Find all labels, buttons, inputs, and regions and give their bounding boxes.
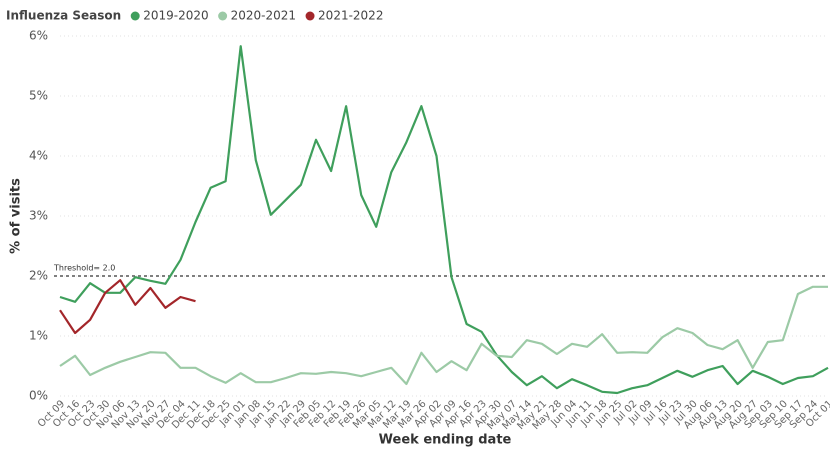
x-axis-title: Week ending date <box>379 433 512 448</box>
y-tick-label: 4% <box>29 149 48 163</box>
legend-marker <box>305 11 315 21</box>
series-line <box>59 279 196 335</box>
y-tick-label: 6% <box>29 29 48 43</box>
legend-title: Influenza Season <box>6 9 121 23</box>
legend-label: 2020-2021 <box>231 9 296 23</box>
y-tick-label: 1% <box>29 329 48 343</box>
y-axis-title: % of visits <box>9 178 24 254</box>
y-tick-label: 0% <box>29 389 48 403</box>
threshold-label: Threshold= 2.0 <box>53 264 115 273</box>
y-tick-label: 3% <box>29 209 48 223</box>
y-tick-label: 5% <box>29 89 48 103</box>
legend-marker <box>130 11 140 21</box>
y-tick-label: 2% <box>29 269 48 283</box>
legend-label: 2019-2020 <box>143 9 208 23</box>
series-line <box>59 285 828 386</box>
series-line <box>59 45 829 395</box>
legend-marker <box>218 11 228 21</box>
legend-label: 2021-2022 <box>318 9 383 23</box>
